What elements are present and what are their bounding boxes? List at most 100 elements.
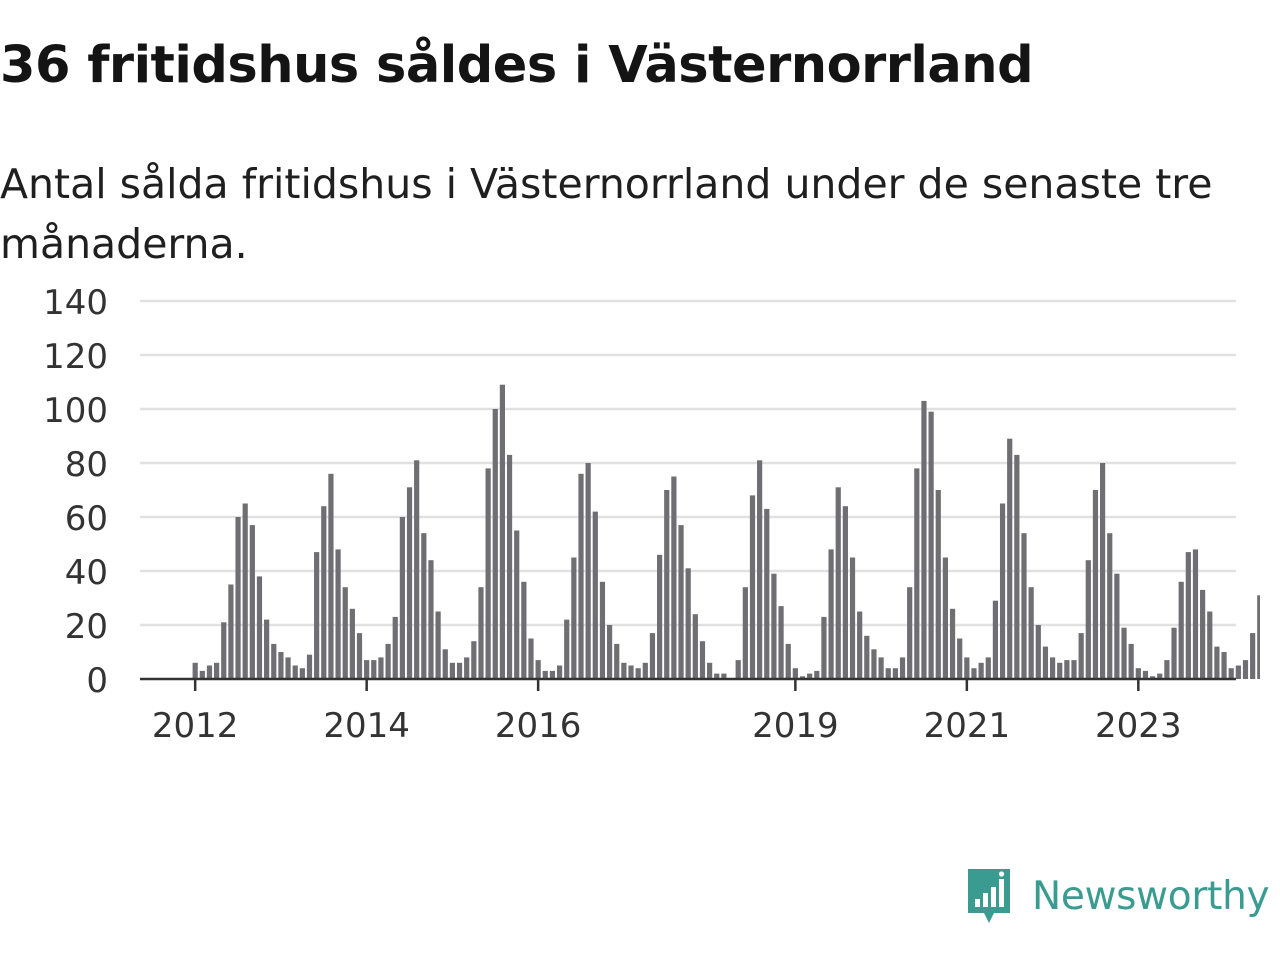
bar-131 [1099,463,1106,679]
y-tick-label-0: 0 [86,661,108,701]
bars [192,384,1260,679]
bar-117 [999,503,1006,679]
bar-128 [1078,633,1084,679]
bar-77 [714,673,720,679]
bar-33 [399,517,405,679]
bar-19 [299,668,305,679]
bar-63 [614,643,620,679]
bar-32 [392,616,398,679]
bar-25 [342,587,348,679]
bar-144 [1192,549,1199,679]
bar-114 [978,662,984,679]
y-tick-label-120: 120 [43,337,108,377]
bar-27 [356,633,363,679]
bar-23 [328,473,334,679]
bar-52 [535,660,541,679]
bar-21 [314,552,320,679]
bar-110 [949,608,956,679]
bar-66 [635,668,641,679]
brand-name: Newsworthy [1032,873,1270,919]
bar-34 [406,487,413,679]
x-tick-label-2012: 2012 [152,706,239,746]
bar-36 [421,533,427,679]
bar-127 [1071,660,1077,679]
bar-65 [628,665,634,679]
bar-10 [235,517,241,679]
bar-95 [842,506,848,679]
bar-chart: 0 20 40 60 80 100 120 140 2012 2014 2016 2019 2021 2… [43,283,1260,746]
bar-116 [992,600,999,679]
chart-subtitle: Antal sålda fritidshus i Västernorrland … [0,160,1213,268]
bar-53 [542,670,548,679]
bar-120 [1021,533,1027,679]
bar-106 [921,400,927,679]
bar-14 [264,619,270,679]
bar-146 [1207,611,1213,679]
bar-136 [1135,668,1141,679]
bar-83 [757,460,763,679]
bar-133 [1114,573,1120,679]
bar-69 [657,554,663,679]
bar-137 [1142,670,1149,679]
bar-73 [685,568,691,679]
bar-100 [878,657,884,679]
bar-12 [249,525,255,679]
bar-82 [749,495,756,679]
bar-24 [335,549,341,679]
bar-138 [1150,676,1156,679]
bar-62 [606,625,613,679]
bar-80 [735,660,741,679]
y-tick-label-60: 60 [65,499,108,539]
bar-54 [549,670,556,679]
newsworthy-logo-icon [968,869,1010,923]
bar-8 [221,622,227,679]
y-tick-label-100: 100 [43,391,108,431]
bar-30 [378,657,384,679]
bar-88 [792,668,798,679]
bar-141 [1171,627,1177,679]
bar-130 [1092,490,1099,679]
bar-124 [1049,657,1056,679]
bar-149 [1228,668,1234,679]
bar-39 [442,649,448,679]
bar-38 [435,611,441,679]
bar-119 [1014,454,1020,679]
bar-126 [1064,660,1070,679]
bar-61 [599,581,606,679]
bar-75 [699,641,706,679]
bar-46 [492,409,498,679]
bar-90 [807,673,813,679]
bar-28 [364,660,370,679]
bar-86 [778,606,784,679]
bar-47 [499,384,506,679]
y-axis-tick-labels: 0 20 40 60 80 100 120 140 [43,283,108,701]
x-axis [140,677,1236,691]
bar-15 [271,643,277,679]
bar-139 [1157,673,1163,679]
bar-112 [964,657,970,679]
bar-97 [857,611,863,679]
bar-51 [528,638,534,679]
bar-59 [585,463,591,679]
bar-42 [464,657,470,679]
bar-35 [414,460,420,679]
bar-109 [942,557,948,679]
bar-152 [1250,633,1256,679]
y-tick-label-80: 80 [65,445,108,485]
bar-121 [1028,587,1034,679]
bar-108 [935,490,941,679]
bar-70 [664,490,670,679]
x-axis-tick-labels: 2012201420162019202120232025 [152,706,1182,746]
bar-16 [278,652,284,679]
bar-50 [521,581,527,679]
bar-40 [449,662,455,679]
bar-43 [471,641,477,679]
chart-title: 36 fritidshus såldes i Västernorrland [0,36,1034,95]
bar-91 [814,670,820,679]
bar-134 [1121,627,1127,679]
x-tick-label-2014: 2014 [323,706,410,746]
bar-98 [864,635,870,679]
bar-58 [578,473,584,679]
bar-76 [707,662,713,679]
bar-49 [514,530,520,679]
